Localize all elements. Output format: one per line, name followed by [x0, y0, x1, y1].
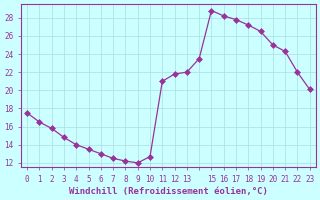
X-axis label: Windchill (Refroidissement éolien,°C): Windchill (Refroidissement éolien,°C)	[69, 187, 268, 196]
